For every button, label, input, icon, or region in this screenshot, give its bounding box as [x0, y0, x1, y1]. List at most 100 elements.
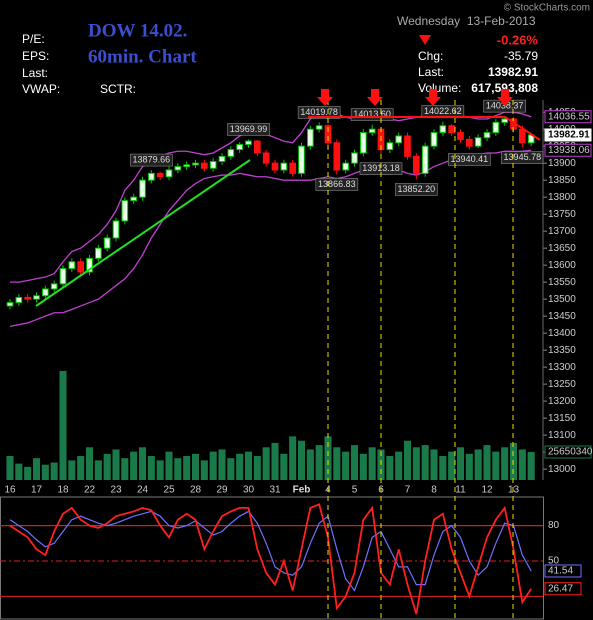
volume-bar	[244, 451, 253, 480]
chart-title: DOW 14.02.	[88, 20, 187, 41]
x-tick-label: Feb	[293, 485, 311, 496]
volume-bar	[342, 451, 350, 480]
arrow	[317, 89, 333, 106]
candle-body	[6, 302, 14, 307]
candle-body	[59, 268, 67, 285]
y-tick-label: 13900	[548, 158, 576, 169]
upper-band-value: 14036.55	[548, 111, 590, 122]
volume-bar	[191, 453, 200, 480]
lower-band-value: 13938.06	[548, 145, 590, 156]
volume-bar	[527, 452, 535, 480]
candle-body	[86, 257, 93, 273]
change-pct: -0.26%	[497, 32, 539, 47]
candle-body	[342, 162, 349, 171]
volume-bar	[112, 449, 120, 480]
annotation: 13913.18	[362, 163, 400, 173]
candle-body	[430, 132, 438, 147]
candle-body	[262, 152, 270, 164]
volume-bar	[359, 453, 367, 480]
bollinger-band	[9, 149, 532, 327]
x-tick-label: 18	[57, 485, 69, 496]
volume-total: 617,593,808	[471, 81, 538, 95]
volume-bar	[218, 449, 226, 480]
x-tick-label: 11	[455, 485, 466, 496]
volume-bar	[59, 370, 67, 480]
y-tick-label: 13650	[548, 243, 576, 254]
volume-bar	[421, 445, 429, 480]
annotation-box	[227, 123, 270, 136]
candle-body	[42, 288, 49, 297]
x-tick-label: 31	[269, 485, 281, 496]
candle-body	[174, 166, 182, 171]
last-price: 13982.91	[548, 130, 590, 141]
candle-body	[360, 132, 367, 154]
x-tick-label: 23	[110, 485, 122, 496]
y-tick-label: 13450	[548, 311, 576, 322]
x-tick-label: 22	[84, 485, 96, 496]
candle-body	[95, 247, 102, 259]
candle-body	[474, 137, 482, 147]
volume-bar	[465, 453, 473, 480]
candle-body	[227, 149, 235, 157]
volume-bar	[403, 440, 412, 480]
resistance-line	[308, 116, 541, 141]
volume-bar	[492, 451, 500, 480]
y-tick-label: 13500	[548, 294, 576, 305]
field-label: SCTR:	[100, 82, 136, 96]
chg-value: -35.79	[504, 49, 538, 63]
candle-body	[492, 121, 500, 134]
event-lines	[327, 100, 514, 620]
field-label: Last:	[22, 66, 48, 80]
stoch-d	[9, 510, 532, 592]
volume-bar	[41, 464, 49, 480]
candle-body	[209, 160, 217, 169]
candle-body	[501, 118, 508, 123]
candle-body	[50, 283, 58, 290]
candle-body	[271, 162, 279, 171]
candle-body	[254, 140, 261, 154]
arrow	[425, 89, 441, 106]
volume-bar	[121, 458, 129, 480]
annotation-box	[395, 183, 438, 196]
candle-body	[77, 261, 84, 273]
last-label: Last:	[418, 65, 444, 79]
field-label: VWAP:	[22, 82, 60, 96]
volume-bar	[253, 456, 261, 480]
volume-bar	[6, 456, 14, 480]
volume-bar	[262, 447, 270, 480]
y-tick-label: 13600	[548, 260, 576, 271]
candle-body	[15, 296, 23, 304]
arrow	[497, 89, 513, 106]
volume-bar	[50, 462, 58, 480]
candle-body	[112, 220, 120, 239]
volume-bar	[333, 447, 341, 480]
candle-body	[148, 172, 155, 181]
stoch-tick-label: 50	[548, 556, 560, 567]
candle-body	[68, 261, 76, 270]
volume-bar	[94, 460, 102, 480]
annotation: 13866.83	[318, 179, 356, 189]
volume-bar	[306, 449, 314, 480]
candle-body	[218, 155, 226, 162]
x-tick-label: 13	[508, 485, 520, 496]
annotation: 14022.62	[424, 106, 462, 116]
y-tick-label: 13550	[548, 277, 576, 288]
y-tick-label: 13850	[548, 175, 576, 186]
volume-bar	[236, 453, 244, 480]
x-tick-label: 7	[405, 485, 411, 496]
volume-bar	[483, 445, 491, 480]
volume-bar	[439, 456, 447, 480]
candle-body	[368, 128, 376, 134]
y-tick-label: 13350	[548, 345, 576, 356]
volume-bar	[368, 447, 376, 480]
date: Wednesday 13-Feb-2013	[397, 14, 536, 28]
annotation-box	[297, 106, 341, 119]
candle-body	[201, 162, 208, 169]
volume-bar	[448, 451, 456, 480]
last-price-box	[544, 128, 592, 142]
candle-body	[156, 172, 164, 178]
x-tick-label: 12	[481, 485, 493, 496]
volume-bar	[386, 456, 394, 480]
candle-body	[457, 132, 464, 140]
